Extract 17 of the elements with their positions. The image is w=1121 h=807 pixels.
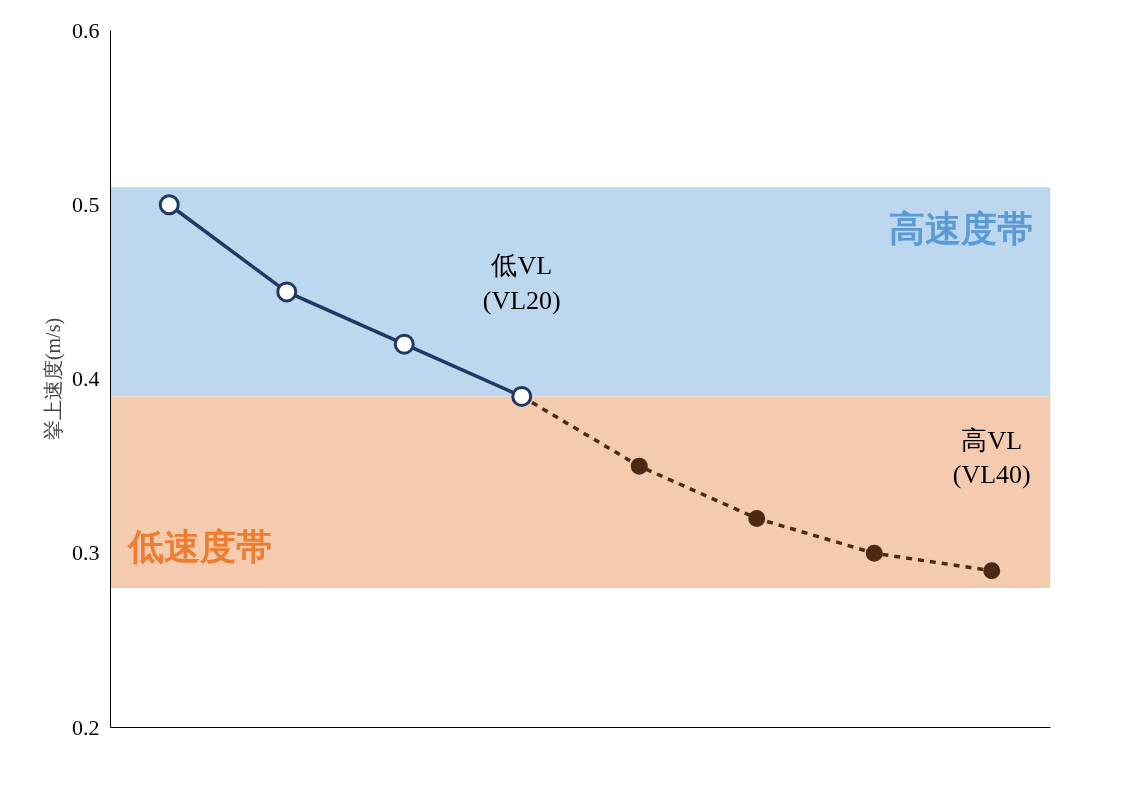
point <box>158 194 180 216</box>
band-label: 高速度帯 <box>888 208 1033 250</box>
point <box>630 457 648 475</box>
y-tick-label: 0.5 <box>72 191 100 217</box>
band-label: 低速度帯 <box>126 526 273 568</box>
annotation: 低VL (VL20) <box>482 251 561 316</box>
point <box>276 281 298 303</box>
y-tick-label: 0.4 <box>72 366 100 391</box>
y-tick-label: 0.3 <box>72 540 100 566</box>
point <box>748 509 766 527</box>
y-tick-label: 0.6 <box>72 17 100 43</box>
point <box>393 333 415 355</box>
point <box>865 544 883 562</box>
point <box>983 562 1001 580</box>
y-axis-title: 挙上速度(m/s) <box>42 317 65 441</box>
y-tick-label: 0.2 <box>72 714 100 740</box>
annotation: 高VL (VL40) <box>952 425 1031 490</box>
